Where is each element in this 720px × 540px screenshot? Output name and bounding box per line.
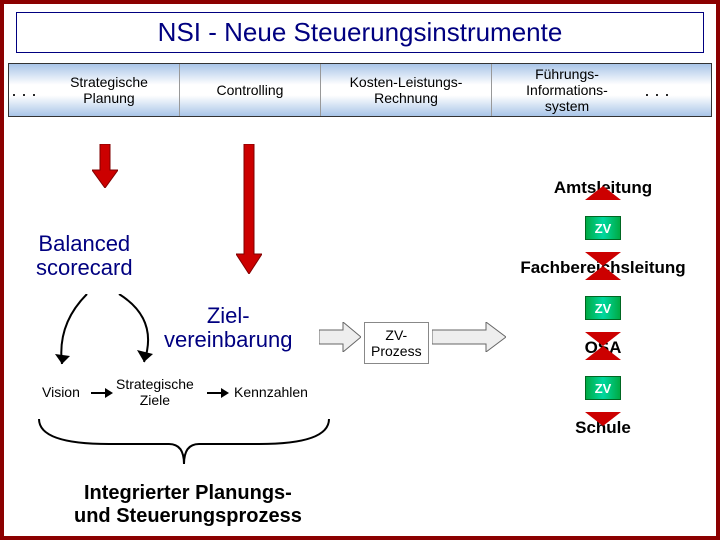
title-box: NSI - Neue Steuerungsinstrumente [16,12,704,53]
ziel-l2: vereinbarung [164,328,292,352]
vision-label: Vision [42,384,80,400]
band-item-4: Führungs- Informations- system [492,66,642,114]
zv-prozess-box: ZV- Prozess [364,322,429,364]
zielvereinbarung-label: Ziel- vereinbarung [164,304,292,352]
small-arrow-icon [207,386,229,398]
zv-box: ZV [585,216,621,240]
band-text-1: Strategische Planung [39,74,179,106]
block-arrow-right-icon [432,322,506,352]
sz-l2: Ziele [116,392,194,408]
strategische-ziele-label: Strategische Ziele [116,376,194,408]
top-band: . . . Strategische Planung Controlling K… [8,63,712,117]
hierarchy-column: Amtsleitung ZV Fachbereichsleitung ZV OS… [508,176,698,440]
curved-arrow-icon [109,294,169,369]
sz-l1: Strategische [116,376,194,392]
triangle-up-icon [585,186,621,200]
int-l2: und Steuerungsprozess [74,505,302,528]
block-arrow-right-icon [319,322,361,352]
band-item-1: Strategische Planung [39,74,179,106]
arrow-down-icon [92,144,118,188]
arrow-down-icon [236,144,262,274]
triangle-down-icon [585,332,621,346]
zv-box: ZV [585,296,621,320]
zv-arrow-block: ZV [585,280,621,332]
dots-left: . . . [9,80,39,101]
band-item-3: Kosten-Leistungs- Rechnung [321,74,491,106]
triangle-up-icon [585,266,621,280]
zv-arrow-block: ZV [585,360,621,412]
integrierter-prozess-label: Integrierter Planungs- und Steuerungspro… [74,482,302,528]
triangle-up-icon [585,346,621,360]
int-l1: Integrierter Planungs- [74,482,302,505]
zvp-l1: ZV- [371,327,422,343]
band-text-4: Führungs- Informations- system [492,66,642,114]
small-arrow-icon [91,386,113,398]
zv-box: ZV [585,376,621,400]
kennzahlen-label: Kennzahlen [234,384,308,400]
zv-arrow-block: ZV [585,200,621,252]
zvp-l2: Prozess [371,343,422,359]
slide-frame: NSI - Neue Steuerungsinstrumente . . . S… [0,0,720,540]
band-text-3: Kosten-Leistungs- Rechnung [321,74,491,106]
balanced-scorecard-label: Balanced scorecard [36,232,133,280]
band-item-2: Controlling [180,82,320,98]
bsc-l2: scorecard [36,256,133,280]
ziel-l1: Ziel- [164,304,292,328]
brace-icon [34,414,334,474]
dots-right: . . . [642,80,672,101]
triangle-down-icon [585,252,621,266]
page-title: NSI - Neue Steuerungsinstrumente [27,17,693,48]
triangle-down-icon [585,412,621,426]
bsc-l1: Balanced [36,232,133,256]
